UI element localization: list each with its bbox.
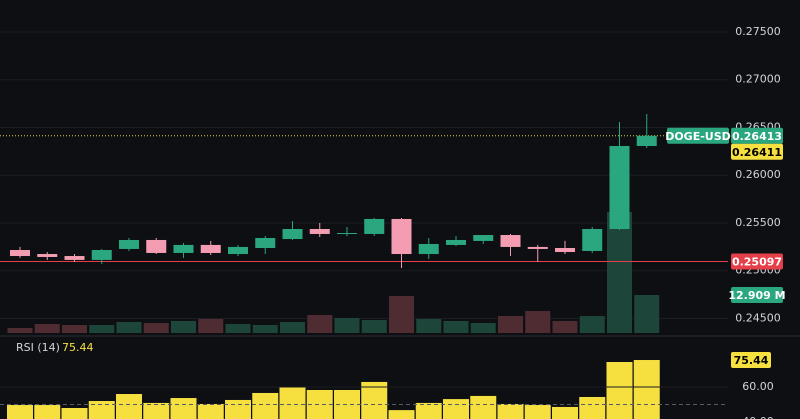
rsi-bar [197, 403, 224, 419]
candle-body [64, 256, 85, 260]
y-tick-label: 0.25500 [735, 216, 781, 229]
rsi-bar [361, 381, 388, 419]
volume-bar [89, 324, 115, 333]
candle-body [609, 146, 630, 229]
rsi-bar [497, 403, 524, 419]
rsi-value-box [731, 352, 771, 369]
rsi-bar [606, 362, 633, 419]
rsi-value: 75.44 [62, 341, 94, 354]
volume-bar [552, 320, 578, 333]
candle-body [473, 235, 494, 241]
volume-bar [280, 321, 305, 333]
candle-body [391, 218, 412, 255]
candle-body [146, 239, 167, 253]
volume-bar [34, 323, 60, 333]
candle-body [582, 228, 603, 251]
last-price-box [731, 127, 783, 144]
candle-body [364, 218, 385, 234]
current-price-box [731, 143, 783, 160]
rsi-tick-label: 60.00 [742, 380, 774, 393]
volume-bar [334, 317, 360, 333]
candle-body [500, 235, 521, 247]
rsi-bar [252, 392, 279, 419]
rsi-bar [116, 394, 142, 419]
volume-bar [7, 327, 33, 333]
rsi-bar [552, 406, 578, 419]
volume-bar [416, 318, 442, 333]
rsi-title: RSI (14) [16, 341, 60, 354]
candle-body [636, 135, 657, 147]
rsi-bar [225, 399, 251, 419]
volume-bar [634, 294, 660, 333]
candle-body [255, 237, 276, 249]
volume-bar [116, 321, 142, 333]
volume-bar [143, 322, 169, 333]
rsi-bar [7, 405, 33, 419]
candle-body [555, 248, 575, 253]
rsi-bar [443, 399, 469, 419]
y-tick-label: 0.26000 [735, 168, 781, 181]
volume-bar [361, 319, 387, 333]
volume-bar [225, 323, 251, 333]
rsi-bar [633, 360, 660, 419]
candle-body [91, 250, 112, 260]
grid [0, 31, 728, 319]
rsi-bar [34, 405, 61, 419]
candle-body [173, 244, 194, 253]
candle-body [418, 243, 439, 255]
rsi-bar [388, 410, 415, 419]
candle-body [309, 228, 330, 234]
rsi-bar [579, 396, 606, 419]
candle-body [527, 246, 548, 249]
rsi-bar [524, 405, 551, 419]
volume-bar [470, 322, 496, 333]
candle-body [228, 246, 248, 255]
volume-bar [498, 316, 523, 333]
candle-body [337, 233, 357, 235]
rsi-bar [279, 387, 306, 419]
y-tick-label: 0.27500 [735, 25, 781, 38]
reference-price-label: 0.25097 [732, 255, 782, 268]
rsi-bar [170, 398, 197, 419]
current-price-label: 0.26411 [732, 146, 782, 159]
reference-price-box [731, 253, 783, 270]
candle-body [119, 239, 139, 249]
rsi-bar [415, 402, 442, 419]
volume-bar [62, 324, 87, 333]
volume-label: 12.909 M [728, 289, 785, 302]
candle-body [10, 250, 30, 257]
rsi-bar [61, 408, 88, 419]
y-tick-label: 0.24500 [735, 311, 781, 324]
candle-body [37, 254, 58, 257]
rsi-value-label: 75.44 [734, 354, 769, 367]
candle-body [282, 228, 303, 240]
candle-body [200, 244, 221, 253]
volume-bar [579, 316, 605, 333]
volume-bar [389, 295, 414, 333]
volume-bar [607, 212, 632, 333]
rsi-bar [470, 395, 497, 419]
candle-body [446, 239, 466, 245]
y-tick-label: 0.27000 [735, 73, 781, 86]
volume-bar [307, 315, 333, 333]
rsi-bar [143, 402, 170, 419]
volume-bar [443, 320, 469, 333]
volume-bar [525, 311, 551, 333]
volume-bar [198, 318, 224, 333]
rsi-bar [88, 401, 115, 419]
symbol-label: DOGE-USD [665, 130, 731, 143]
symbol-box [667, 127, 729, 144]
volume-bar [252, 324, 278, 333]
rsi-tick-label: 40.00 [742, 415, 774, 419]
last-price-label: 0.26413 [732, 130, 782, 143]
volume-bar [171, 320, 196, 333]
volume-box [731, 286, 783, 303]
